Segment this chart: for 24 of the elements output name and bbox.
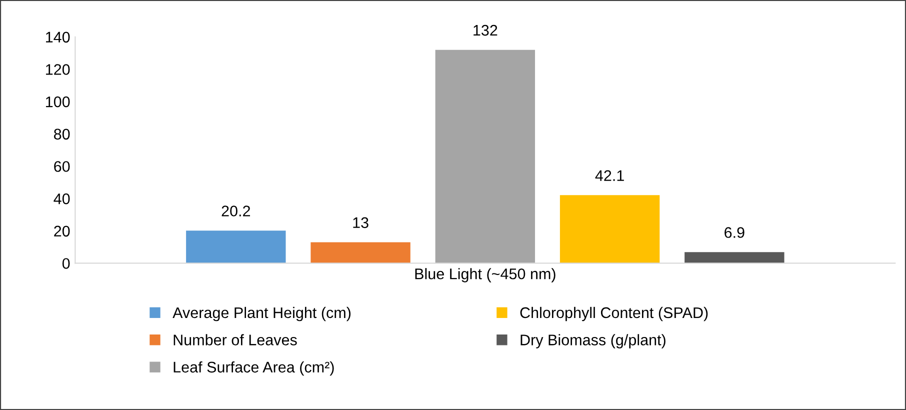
y-tick-label: 120 — [46, 64, 70, 75]
legend-label: Dry Biomass (g/plant) — [520, 334, 666, 348]
y-tick-label: 100 — [46, 96, 70, 108]
x-tick-label: Blue Light (~450 nm) — [415, 268, 556, 282]
data-label: 132 — [474, 24, 498, 36]
y-tick-label: 20 — [54, 226, 70, 237]
data-label: 13 — [353, 217, 368, 228]
y-tick-label: 0 — [62, 258, 70, 269]
y-tick-label: 60 — [54, 161, 70, 172]
y-tick-label: 80 — [54, 128, 70, 140]
y-tick-label: 140 — [46, 32, 70, 43]
y-tick-label: 40 — [54, 193, 70, 204]
data-label: 20.2 — [222, 206, 250, 216]
data-label: 42.1 — [595, 170, 624, 181]
bar — [310, 242, 410, 264]
legend-label: Average Plant Height (cm) — [172, 306, 351, 322]
bar — [186, 230, 286, 264]
legend-label: Leaf Surface Area (cm²) — [174, 361, 334, 376]
bar — [560, 195, 660, 264]
legend-label: Number of Leaves — [174, 334, 297, 346]
bar — [684, 252, 784, 264]
data-label: 6.9 — [724, 227, 744, 238]
legend-label: Chlorophyll Content (SPAD) — [520, 306, 708, 322]
bar — [435, 50, 536, 264]
